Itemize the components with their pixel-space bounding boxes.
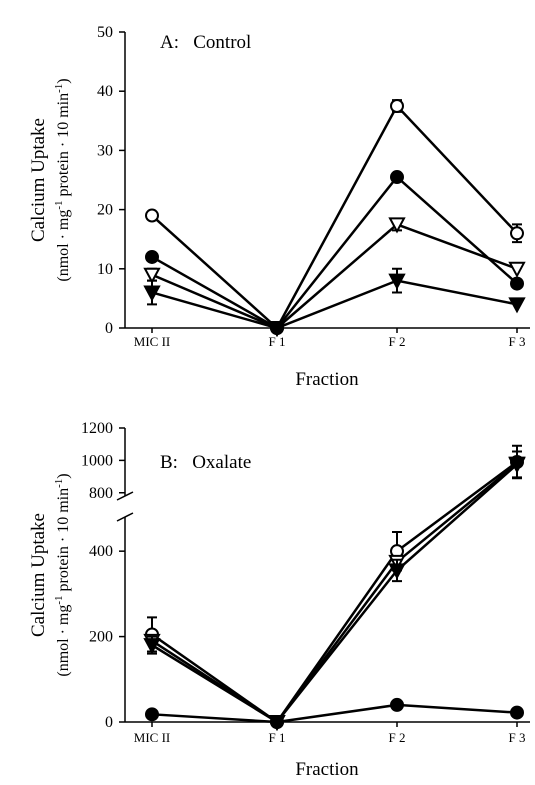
series-line — [151, 462, 518, 724]
panel-title: B: Oxalate — [160, 452, 251, 473]
x-tick-label: F 3 — [509, 730, 526, 745]
marker — [143, 638, 161, 655]
x-tick-label: F 3 — [509, 334, 526, 349]
x-tick-label: F 1 — [269, 334, 286, 349]
y-tick-label: 1200 — [81, 420, 113, 437]
marker — [388, 563, 406, 580]
axis-break — [116, 491, 134, 501]
marker — [508, 457, 526, 474]
marker — [145, 249, 159, 264]
marker — [390, 697, 404, 712]
x-tick-label: MIC II — [134, 334, 170, 349]
y-tick-label: 10 — [97, 261, 113, 278]
x-tick-label: MIC II — [134, 730, 170, 745]
panel-title: A: Control — [160, 32, 251, 53]
y-axis-units-part: -1 — [53, 595, 65, 604]
y-axis-units-part: -1 — [53, 84, 65, 93]
y-axis-units-part: ) — [55, 78, 72, 83]
y-tick-label: 50 — [97, 24, 113, 41]
y-tick-label: 400 — [89, 543, 113, 560]
y-axis-label: Calcium Uptake — [28, 118, 49, 242]
marker — [510, 226, 524, 241]
y-tick-label: 20 — [97, 202, 113, 219]
y-axis-units-part: protein · 10 min — [55, 488, 72, 596]
y-tick-label: 40 — [97, 83, 113, 100]
series-line — [151, 222, 518, 330]
series-line — [151, 279, 518, 330]
y-axis-units: (nmol · mg-1 protein · 10 min-1) — [53, 473, 72, 676]
marker — [510, 276, 524, 291]
x-tick-label: F 2 — [389, 334, 406, 349]
y-tick-label: 200 — [89, 629, 113, 646]
axis-break — [116, 512, 134, 522]
series-line — [151, 103, 518, 330]
y-tick-label: 0 — [105, 714, 113, 731]
y-axis-units-part: (nmol · mg — [55, 605, 72, 677]
y-axis-units-part: -1 — [53, 479, 65, 488]
x-tick-label: F 1 — [269, 730, 286, 745]
y-tick-label: 1000 — [81, 452, 113, 469]
marker — [508, 297, 526, 314]
marker — [390, 99, 404, 113]
marker — [270, 715, 284, 729]
y-axis-units-part: -1 — [53, 200, 65, 209]
x-tick-label: F 2 — [389, 730, 406, 745]
marker — [143, 285, 161, 302]
x-axis-label: Fraction — [295, 369, 359, 390]
series-line — [151, 175, 518, 330]
marker — [388, 217, 406, 234]
y-axis-units-part: protein · 10 min — [55, 93, 72, 201]
x-axis-label: Fraction — [295, 759, 359, 780]
marker — [145, 707, 159, 722]
y-tick-label: 30 — [97, 142, 113, 159]
marker — [388, 273, 406, 290]
y-tick-label: 800 — [89, 485, 113, 502]
marker — [508, 261, 526, 278]
y-axis-units: (nmol · mg-1 protein · 10 min-1) — [53, 78, 72, 281]
series-line — [151, 463, 518, 724]
marker — [268, 321, 286, 338]
series-line — [151, 460, 518, 724]
y-axis-units-part: ) — [55, 473, 72, 478]
marker — [143, 267, 161, 284]
series-line — [151, 703, 518, 724]
y-tick-label: 0 — [105, 320, 113, 337]
y-axis-label: Calcium Uptake — [28, 513, 49, 637]
marker — [510, 705, 524, 720]
marker — [390, 170, 404, 185]
marker — [145, 208, 159, 223]
y-axis-units-part: (nmol · mg — [55, 210, 72, 282]
